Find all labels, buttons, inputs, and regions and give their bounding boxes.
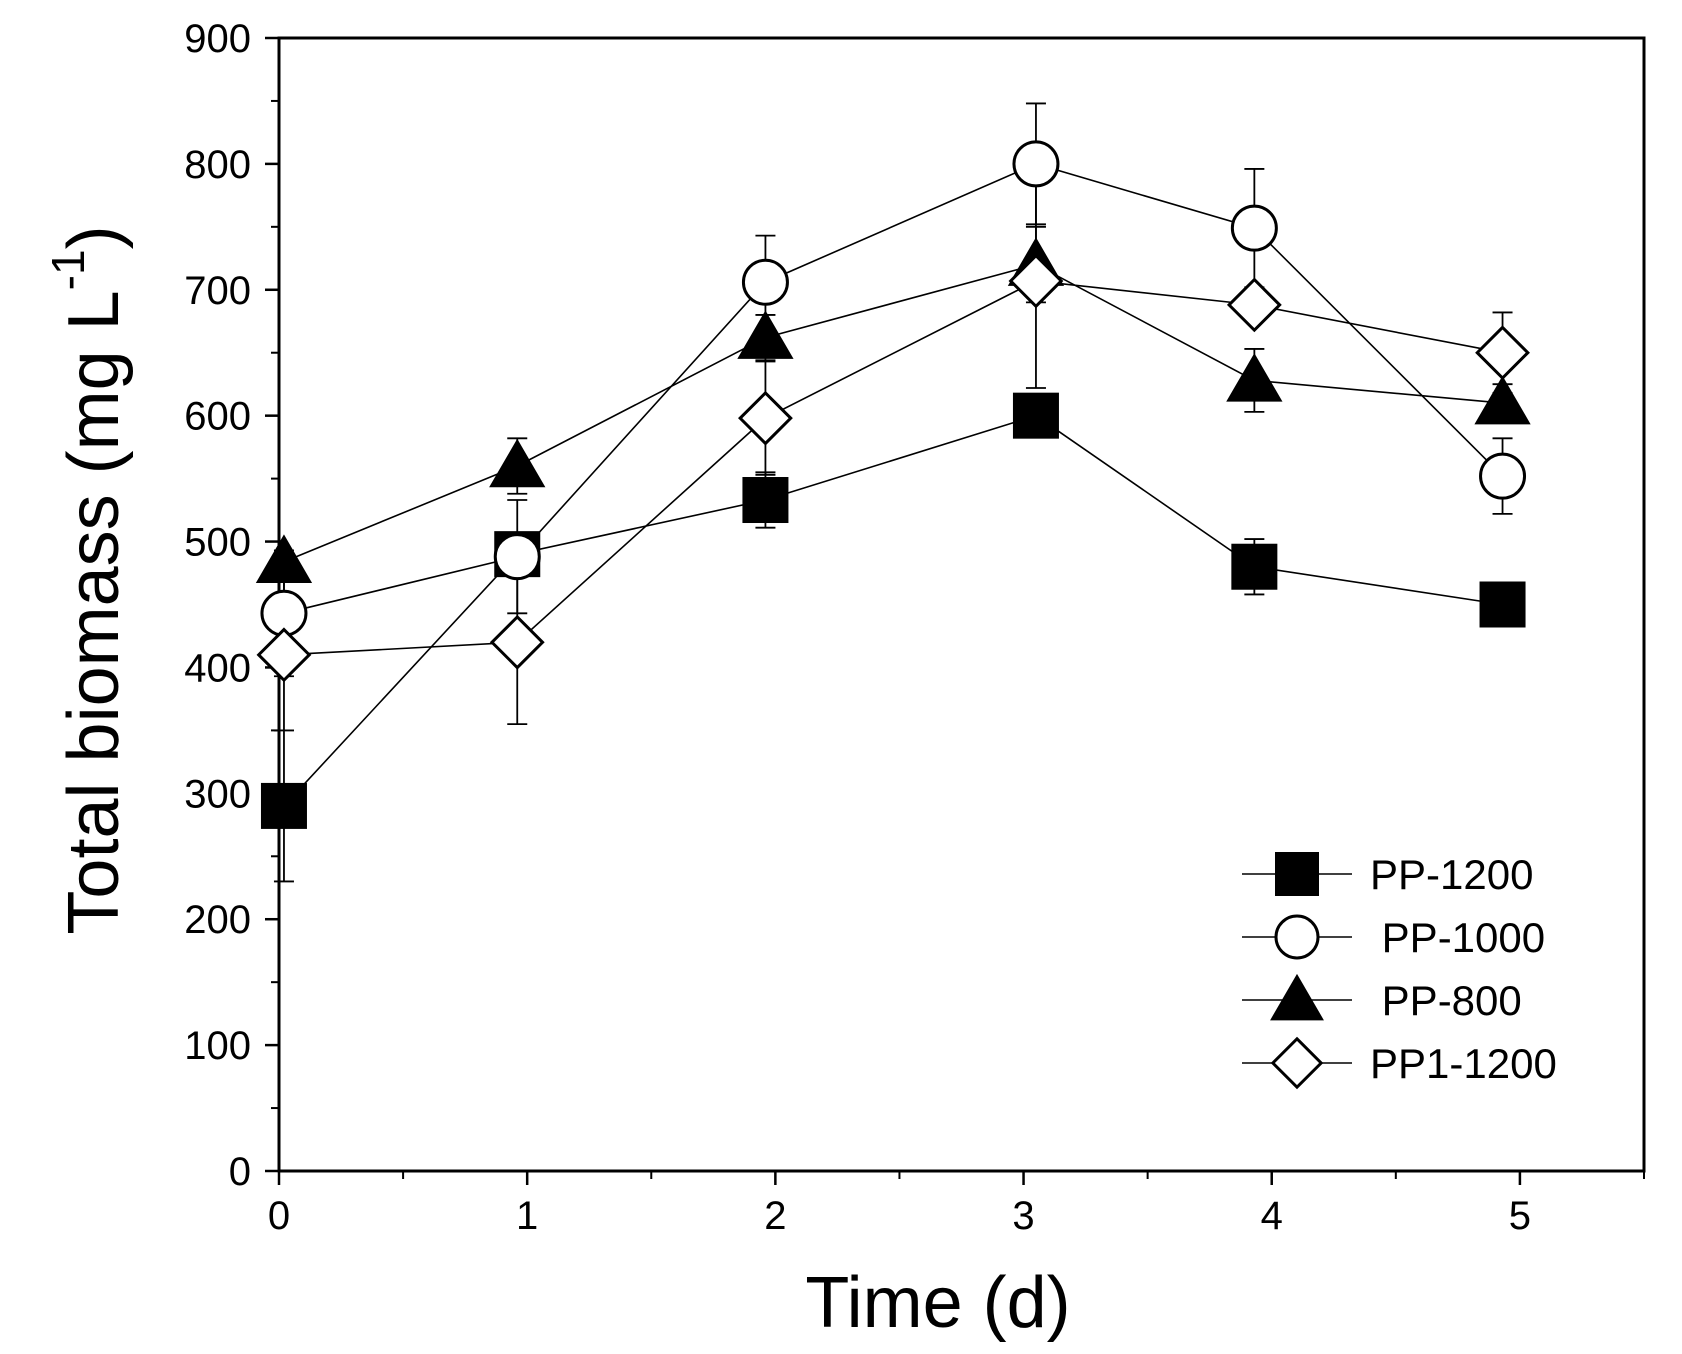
data-point-pp-800 [255, 534, 313, 583]
series-line-pp-1200 [283, 414, 1503, 807]
legend-marker-pp-1200 [1275, 852, 1319, 896]
series-lines-layer [283, 163, 1504, 807]
y-tick-label: 700 [184, 269, 251, 313]
data-point-pp-1200 [1231, 543, 1278, 590]
legend-marker-pp1-1200 [1270, 1036, 1324, 1090]
y-tick-label: 0 [229, 1150, 251, 1194]
data-point-pp-1000 [1230, 204, 1278, 252]
data-point-pp-1200 [1012, 392, 1059, 439]
data-point-pp-1200 [742, 477, 789, 524]
x-tick-label: 4 [1261, 1194, 1283, 1238]
x-tick-label: 0 [268, 1194, 290, 1238]
y-axis-title-main: Total biomass (mg L [54, 290, 134, 934]
y-tick-label: 400 [184, 646, 251, 690]
x-tick-label: 1 [516, 1194, 538, 1238]
data-point-pp1-1200 [1226, 277, 1282, 333]
data-point-pp-1000 [741, 258, 789, 306]
data-point-pp-800 [737, 310, 794, 359]
legend-label-pp-800: PP-800 [1370, 977, 1522, 1024]
legend: PP-1200 PP-1000 PP-800 PP1-1200 [1242, 851, 1557, 1090]
legend-label-pp-1000: PP-1000 [1370, 914, 1545, 961]
legend-marker-pp-800 [1270, 973, 1324, 1021]
data-point-pp1-1200 [1475, 325, 1530, 381]
series-line-pp1-1200 [283, 280, 1503, 656]
y-tick-label: 900 [184, 17, 251, 61]
data-point-pp-1000 [1479, 452, 1527, 500]
axes-layer: 0 1 2 3 4 5 0 100 200 300 400 500 600 700 800 900 [184, 17, 1646, 1238]
y-tick-label: 800 [184, 143, 251, 187]
y-axis-title: Total biomass (mg L-1) [42, 225, 134, 934]
data-point-pp1-1200 [738, 390, 793, 446]
y-tick-label: 500 [184, 521, 251, 565]
data-point-pp-1200 [260, 782, 307, 829]
markers-layer [255, 140, 1531, 829]
series-line-pp-800 [283, 263, 1503, 563]
data-point-pp-1200 [1479, 581, 1526, 628]
data-point-pp-800 [489, 438, 546, 488]
series-line-pp-1000 [283, 163, 1504, 615]
data-point-pp-1000 [1012, 140, 1060, 188]
y-tick-label: 200 [184, 898, 251, 942]
legend-label-pp1-1200: PP1-1200 [1370, 1040, 1557, 1087]
x-tick-label: 3 [1012, 1194, 1034, 1238]
y-axis-title-superscript: -1 [42, 249, 94, 290]
y-axis-title-close-paren: ) [54, 225, 134, 249]
y-tick-label: 100 [184, 1024, 251, 1068]
legend-marker-pp-1000 [1274, 914, 1320, 960]
data-point-pp-800 [1226, 353, 1283, 402]
x-tick-label: 5 [1509, 1194, 1531, 1238]
data-point-pp-1000 [493, 533, 541, 581]
legend-label-pp-1200: PP-1200 [1370, 851, 1533, 898]
x-axis-title: Time (d) [805, 1263, 1070, 1343]
data-point-pp1-1200 [489, 614, 545, 670]
data-point-pp1-1200 [1008, 253, 1064, 309]
x-tick-label: 2 [764, 1194, 786, 1238]
data-point-pp-800 [1474, 375, 1531, 425]
y-tick-label: 600 [184, 395, 251, 439]
y-tick-label: 300 [184, 772, 251, 816]
data-point-pp1-1200 [256, 627, 312, 683]
